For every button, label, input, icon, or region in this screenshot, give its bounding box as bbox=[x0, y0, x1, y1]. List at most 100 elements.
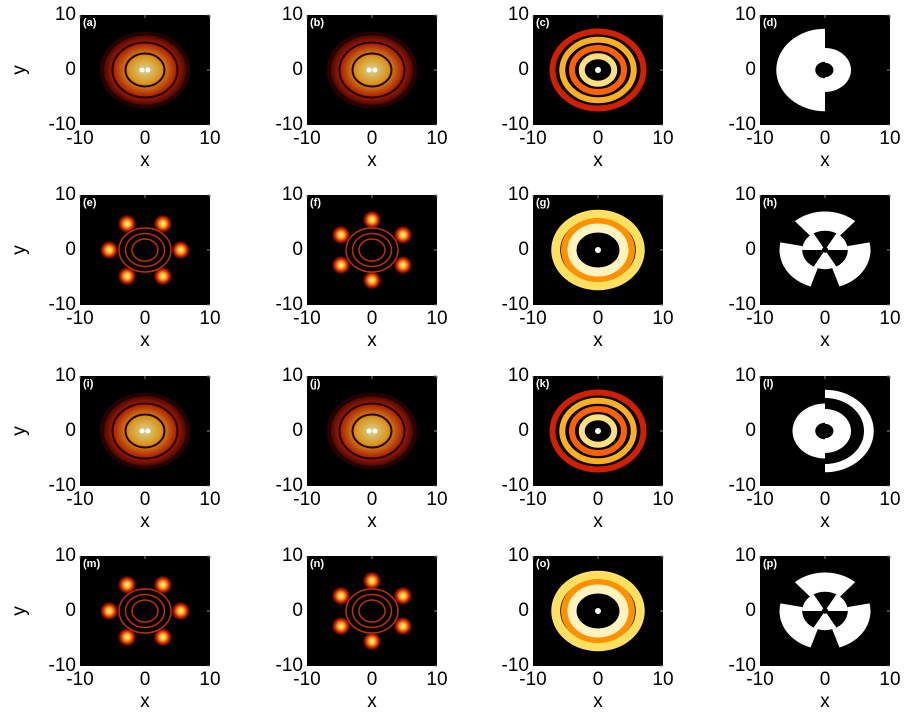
y-tick-label: -10 bbox=[729, 475, 756, 496]
y-tick-label: -10 bbox=[502, 294, 529, 315]
y-tick-label: 10 bbox=[508, 184, 529, 205]
panel: (e)-10010-10010xy bbox=[9, 184, 221, 351]
panel: (l)-10010-10010x bbox=[729, 365, 901, 532]
y-tick-label: 0 bbox=[518, 59, 529, 80]
panel-label: (k) bbox=[536, 378, 550, 390]
panel-label: (m) bbox=[83, 558, 100, 570]
y-tick-label: 10 bbox=[282, 4, 303, 25]
intensity-lobe bbox=[172, 602, 190, 620]
intensity-lobe bbox=[100, 241, 118, 259]
y-tick-label: 10 bbox=[282, 184, 303, 205]
y-tick-label: -10 bbox=[729, 294, 756, 315]
y-tick-label: 10 bbox=[55, 184, 76, 205]
y-tick-label: 0 bbox=[745, 420, 756, 441]
y-tick-label: 10 bbox=[282, 365, 303, 386]
x-tick-label: 10 bbox=[652, 128, 673, 149]
y-axis-label: y bbox=[9, 606, 30, 616]
y-tick-label: -10 bbox=[276, 475, 303, 496]
y-tick-label: -10 bbox=[276, 655, 303, 676]
panel-label: (h) bbox=[763, 197, 777, 209]
x-axis-label: x bbox=[593, 511, 603, 532]
y-tick-label: -10 bbox=[49, 655, 76, 676]
x-axis-label: x bbox=[140, 330, 150, 351]
x-axis-label: x bbox=[820, 150, 830, 171]
y-tick-label: -10 bbox=[49, 294, 76, 315]
x-tick-label: 10 bbox=[879, 308, 900, 329]
y-tick-label: 0 bbox=[518, 239, 529, 260]
y-tick-label: 0 bbox=[65, 239, 76, 260]
y-tick-label: 0 bbox=[518, 600, 529, 621]
x-tick-label: 10 bbox=[199, 128, 220, 149]
y-tick-label: 0 bbox=[65, 59, 76, 80]
y-tick-label: 10 bbox=[508, 365, 529, 386]
x-tick-label: 10 bbox=[879, 489, 900, 510]
x-axis-label: x bbox=[593, 691, 603, 712]
y-tick-label: 0 bbox=[65, 600, 76, 621]
intensity-lobe bbox=[363, 211, 381, 229]
x-tick-label: 10 bbox=[426, 128, 447, 149]
panel-label: (f) bbox=[310, 197, 321, 209]
panel-label: (p) bbox=[763, 558, 777, 570]
intensity-lobe bbox=[100, 602, 118, 620]
panel-label: (b) bbox=[310, 17, 324, 29]
intensity-dot bbox=[367, 68, 372, 73]
x-axis-label: x bbox=[820, 330, 830, 351]
intensity-dot bbox=[373, 429, 378, 434]
y-tick-label: 10 bbox=[282, 545, 303, 566]
x-tick-label: 0 bbox=[593, 308, 604, 329]
panel-label: (l) bbox=[763, 378, 774, 390]
y-tick-label: 10 bbox=[55, 4, 76, 25]
plot-area bbox=[80, 195, 210, 305]
y-tick-label: 0 bbox=[65, 420, 76, 441]
x-tick-label: 0 bbox=[367, 128, 378, 149]
intensity-lobe bbox=[363, 572, 381, 590]
x-tick-label: 0 bbox=[140, 489, 151, 510]
x-axis-label: x bbox=[140, 691, 150, 712]
x-axis-label: x bbox=[367, 691, 377, 712]
y-axis-label: y bbox=[9, 65, 30, 75]
x-tick-label: 10 bbox=[199, 489, 220, 510]
intensity-core bbox=[595, 428, 601, 434]
intensity-core bbox=[595, 67, 601, 73]
y-tick-label: 10 bbox=[55, 545, 76, 566]
y-tick-label: 0 bbox=[292, 420, 303, 441]
x-tick-label: 10 bbox=[879, 128, 900, 149]
intensity-lobe bbox=[363, 632, 381, 650]
y-tick-label: -10 bbox=[276, 114, 303, 135]
panel: (b)-10010-10010x bbox=[276, 4, 448, 171]
y-tick-label: -10 bbox=[729, 114, 756, 135]
y-tick-label: 10 bbox=[55, 365, 76, 386]
y-tick-label: 0 bbox=[292, 600, 303, 621]
panel: (i)-10010-10010xy bbox=[9, 365, 221, 532]
panel-label: (g) bbox=[536, 197, 550, 209]
x-tick-label: 10 bbox=[426, 489, 447, 510]
intensity-dot bbox=[373, 68, 378, 73]
panel-label: (n) bbox=[310, 558, 324, 570]
panel-label: (a) bbox=[83, 17, 97, 29]
y-tick-label: -10 bbox=[49, 114, 76, 135]
x-axis-label: x bbox=[140, 511, 150, 532]
x-axis-label: x bbox=[140, 150, 150, 171]
y-tick-label: -10 bbox=[729, 655, 756, 676]
intensity-dot bbox=[146, 429, 151, 434]
x-tick-label: 10 bbox=[652, 669, 673, 690]
x-tick-label: 10 bbox=[652, 308, 673, 329]
x-tick-label: 10 bbox=[426, 669, 447, 690]
x-tick-label: 0 bbox=[593, 669, 604, 690]
x-tick-label: 0 bbox=[140, 308, 151, 329]
y-tick-label: 0 bbox=[292, 239, 303, 260]
y-tick-label: 0 bbox=[745, 239, 756, 260]
x-tick-label: 0 bbox=[820, 669, 831, 690]
panel-label: (d) bbox=[763, 17, 777, 29]
panel: (j)-10010-10010x bbox=[276, 365, 448, 532]
y-tick-label: 10 bbox=[735, 184, 756, 205]
intensity-lobe bbox=[363, 271, 381, 289]
x-tick-label: 10 bbox=[199, 308, 220, 329]
x-axis-label: x bbox=[367, 330, 377, 351]
intensity-core bbox=[595, 608, 601, 614]
